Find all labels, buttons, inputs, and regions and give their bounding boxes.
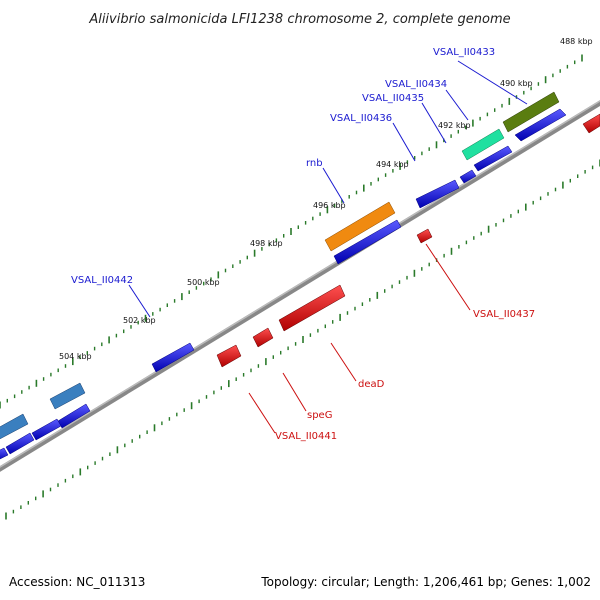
- accession-text: Accession: NC_011313: [9, 575, 145, 589]
- gene-forward[interactable]: [473, 145, 513, 172]
- highlighted-genes: [0, 91, 560, 441]
- gene-reverse[interactable]: [216, 344, 242, 368]
- chromosome-backbone: [0, 100, 600, 472]
- scale-label-490: 490 kbp: [500, 79, 533, 88]
- leader-line: [392, 122, 416, 162]
- gene-label-vsal-ii0433[interactable]: VSAL_II0433: [433, 47, 495, 58]
- gene-forward[interactable]: [31, 418, 62, 441]
- gene-leader-lines: [128, 60, 528, 434]
- gene-forward[interactable]: [459, 169, 477, 184]
- gene-label-speg[interactable]: speG: [307, 410, 332, 421]
- gene-reverse[interactable]: [582, 113, 600, 134]
- gene-forward[interactable]: [514, 108, 567, 142]
- scale-label-502: 502 kbp: [123, 316, 156, 325]
- leader-line: [421, 102, 447, 144]
- gene-forward[interactable]: [0, 447, 9, 461]
- gene-label-vsal-ii0437[interactable]: VSAL_II0437: [473, 309, 535, 320]
- scale-label-488: 488 kbp: [560, 37, 593, 46]
- gene-reverse[interactable]: [252, 327, 274, 348]
- leader-line: [330, 342, 357, 382]
- gene-label-vsal-ii0434[interactable]: VSAL_II0434: [385, 79, 447, 90]
- gene-highlight-green[interactable]: [502, 91, 560, 133]
- gene-label-vsal-ii0436[interactable]: VSAL_II0436: [330, 113, 392, 124]
- leader-line: [128, 284, 151, 318]
- leader-line: [425, 243, 471, 311]
- gene-forward[interactable]: [415, 179, 460, 209]
- scale-label-498: 498 kbp: [250, 239, 283, 248]
- scale-label-494: 494 kbp: [376, 160, 409, 169]
- topology-text: Topology: circular; Length: 1,206,461 bp…: [260, 575, 591, 589]
- gene-label-rnb[interactable]: rnb: [306, 158, 323, 169]
- leader-line: [322, 167, 345, 204]
- gene-label-vsal-ii0441[interactable]: VSAL_II0441: [275, 431, 337, 442]
- chromosome-backbone-highlight: [0, 100, 600, 468]
- gene-highlight-cyan[interactable]: [461, 128, 505, 161]
- scale-ticks-outer: [0, 54, 583, 409]
- gene-reverse[interactable]: [416, 228, 433, 244]
- scale-label-500: 500 kbp: [187, 278, 220, 287]
- leader-line: [248, 392, 276, 434]
- gene-forward[interactable]: [151, 342, 195, 373]
- gene-highlight-orange[interactable]: [324, 201, 396, 252]
- scale-label-492: 492 kbp: [438, 121, 471, 130]
- map-title: Aliivibrio salmonicida LFI1238 chromosom…: [88, 12, 510, 27]
- leader-line: [445, 89, 469, 121]
- gene-reverse[interactable]: [278, 284, 346, 332]
- reverse-strand-genes: [216, 113, 600, 368]
- scale-ticks-inner: [5, 159, 600, 520]
- gene-label-vsal-ii0442[interactable]: VSAL_II0442: [71, 275, 133, 286]
- scale-label-496: 496 kbp: [313, 201, 346, 210]
- gene-highlight-steel[interactable]: [49, 382, 86, 410]
- gene-forward[interactable]: [333, 219, 402, 265]
- leader-line: [457, 60, 528, 105]
- scale-label-504: 504 kbp: [59, 352, 92, 361]
- gene-forward[interactable]: [5, 432, 35, 455]
- forward-strand-genes: [0, 108, 567, 461]
- leader-line: [282, 372, 307, 412]
- gene-label-vsal-ii0435[interactable]: VSAL_II0435: [362, 93, 424, 104]
- gene-label-dead[interactable]: deaD: [358, 379, 385, 390]
- gene-highlight-steel[interactable]: [0, 413, 29, 441]
